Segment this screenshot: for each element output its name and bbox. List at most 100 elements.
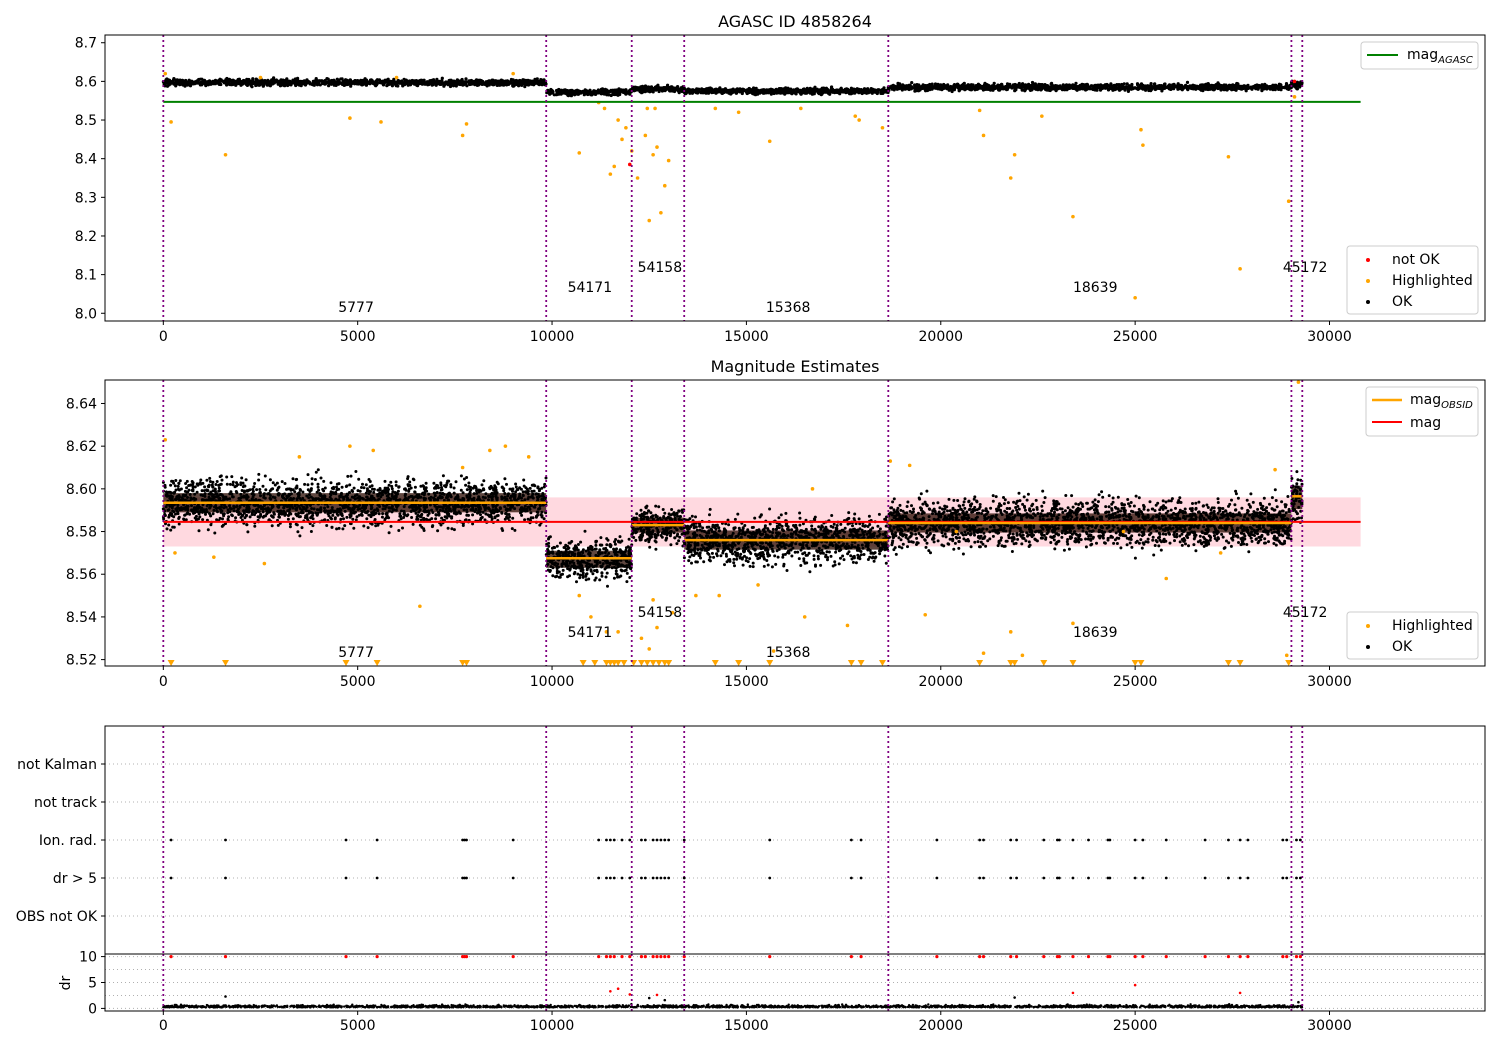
ok-point — [283, 81, 288, 85]
ok-point — [1242, 84, 1246, 88]
y-tick-label: 8.7 — [75, 36, 97, 52]
ok-point — [389, 524, 393, 528]
ok-point — [544, 476, 548, 480]
ok-point — [448, 79, 452, 83]
ok-point — [331, 513, 335, 517]
ok-point — [483, 518, 487, 522]
ok-point — [435, 507, 439, 511]
ok-point — [264, 488, 268, 492]
ok-point — [257, 498, 261, 502]
ok-point — [214, 504, 218, 508]
ok-point — [1044, 85, 1048, 89]
ok-point — [735, 91, 739, 95]
ok-point — [838, 90, 842, 94]
ok-point — [480, 82, 484, 86]
ok-point — [228, 492, 232, 496]
ok-point — [432, 491, 436, 495]
highlighted-point — [394, 75, 399, 80]
ok-point — [360, 83, 364, 87]
ok-point — [602, 92, 607, 96]
highlighted-point — [379, 120, 383, 124]
ok-point — [371, 80, 375, 84]
ok-point — [504, 79, 508, 83]
highlighted-point — [647, 218, 652, 223]
ok-point — [310, 477, 314, 481]
ok-point — [257, 472, 261, 476]
ok-point — [252, 485, 256, 489]
ok-point — [341, 527, 345, 531]
ok-point — [377, 497, 381, 501]
ok-point — [336, 82, 340, 86]
ok-point — [1295, 82, 1299, 86]
ok-point — [853, 89, 857, 93]
ok-point — [594, 90, 599, 94]
ok-point — [521, 490, 525, 494]
ok-point — [1236, 86, 1240, 90]
highlighted-point — [460, 133, 465, 138]
ok-point — [523, 498, 527, 502]
ok-point — [1246, 86, 1250, 90]
ok-point — [700, 87, 704, 91]
ok-point — [364, 78, 369, 82]
ok-point — [252, 81, 256, 85]
ok-point — [242, 511, 246, 515]
ok-point — [434, 80, 438, 84]
ok-point — [231, 483, 235, 487]
ok-point — [373, 518, 377, 521]
ok-point — [481, 488, 485, 492]
ok-point — [1079, 86, 1084, 90]
ok-point — [461, 491, 465, 495]
ok-point — [186, 496, 189, 499]
ok-point — [390, 79, 394, 84]
ok-point — [506, 493, 510, 497]
ok-point — [450, 527, 454, 531]
ok-point — [436, 496, 440, 500]
ok-point — [394, 483, 398, 487]
ok-point — [319, 510, 323, 514]
highlighted-point — [1141, 143, 1145, 147]
ok-point — [312, 507, 316, 511]
ok-point — [381, 493, 384, 497]
ok-point — [325, 81, 329, 85]
ok-point — [199, 82, 204, 86]
ok-point — [899, 85, 904, 89]
ok-point — [369, 515, 373, 519]
ok-point — [881, 90, 885, 94]
ok-point — [188, 493, 192, 496]
ok-point — [165, 81, 169, 85]
ok-point — [263, 496, 267, 500]
ok-point — [171, 81, 176, 85]
ok-point — [857, 87, 861, 91]
ok-point — [1084, 88, 1088, 92]
ok-point — [285, 505, 289, 509]
ok-point — [541, 492, 545, 495]
ok-point — [208, 480, 212, 483]
ok-point — [397, 498, 400, 502]
ok-point — [520, 83, 524, 87]
ok-point — [518, 80, 522, 84]
ok-point — [1009, 84, 1013, 88]
ok-point — [1276, 84, 1280, 89]
ok-point — [523, 518, 527, 522]
ok-point — [624, 92, 628, 96]
ok-point — [438, 491, 442, 495]
ok-point — [514, 490, 518, 494]
ok-point — [442, 83, 447, 87]
ok-point — [654, 88, 658, 92]
ok-point — [323, 486, 327, 490]
ok-point — [491, 495, 495, 498]
ok-point — [967, 85, 971, 89]
ok-point — [255, 488, 259, 492]
ok-point — [296, 530, 300, 534]
ok-point — [205, 478, 209, 482]
ok-point — [576, 89, 581, 93]
ok-point — [1067, 85, 1071, 89]
ok-point — [1224, 83, 1228, 87]
ok-point — [503, 477, 507, 481]
ok-point — [436, 81, 441, 85]
ok-point — [251, 489, 255, 493]
ok-point — [261, 484, 265, 488]
highlighted-point — [1226, 154, 1231, 159]
ok-point — [168, 490, 172, 494]
